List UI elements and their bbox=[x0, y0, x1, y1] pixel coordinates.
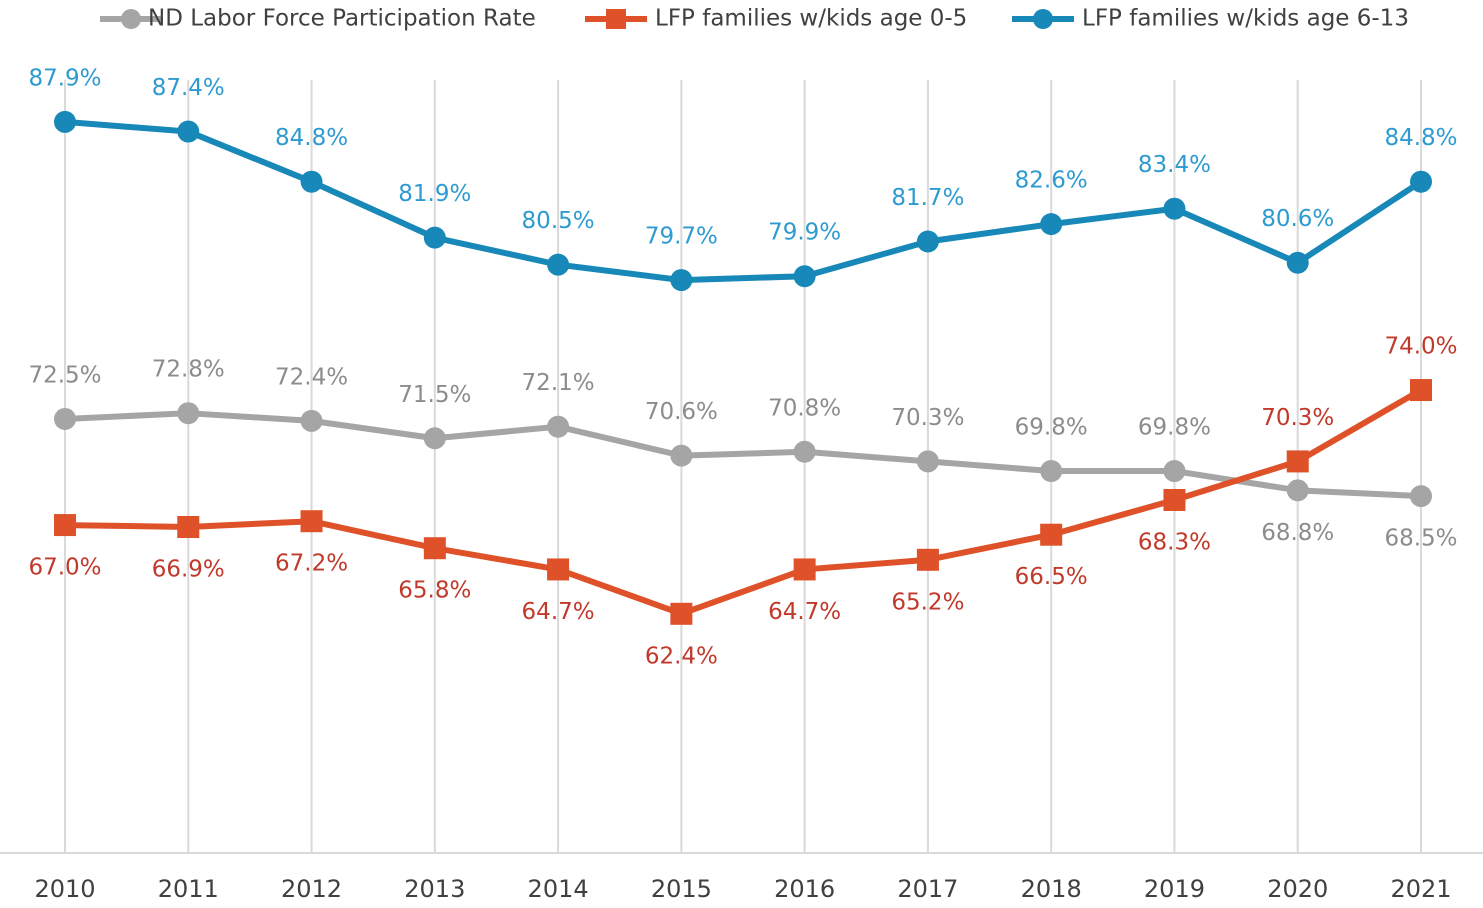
data-label: 65.8% bbox=[398, 578, 471, 604]
legend-marker bbox=[1033, 9, 1053, 29]
data-label: 74.0% bbox=[1384, 334, 1457, 360]
data-label: 68.8% bbox=[1261, 520, 1334, 546]
marker bbox=[1286, 479, 1309, 502]
data-label: 64.7% bbox=[768, 599, 841, 625]
data-label: 70.6% bbox=[645, 399, 718, 425]
data-label: 66.5% bbox=[1015, 564, 1088, 590]
marker bbox=[1040, 213, 1063, 236]
marker bbox=[793, 440, 816, 463]
data-label: 71.5% bbox=[398, 382, 471, 408]
series-line bbox=[64, 118, 1423, 284]
marker bbox=[1163, 197, 1186, 220]
x-tick-label: 2010 bbox=[34, 875, 95, 903]
marker bbox=[1286, 251, 1309, 274]
marker bbox=[54, 407, 76, 430]
x-tick-label: 2015 bbox=[651, 875, 712, 903]
marker bbox=[423, 537, 446, 560]
data-label: 62.4% bbox=[645, 643, 718, 669]
marker bbox=[177, 120, 200, 143]
marker bbox=[1410, 379, 1432, 402]
marker bbox=[916, 230, 939, 253]
data-label: 69.8% bbox=[1138, 415, 1211, 441]
x-tick-label: 2021 bbox=[1390, 875, 1451, 903]
marker bbox=[670, 444, 693, 467]
legend-label: LFP families w/kids age 0-5 bbox=[655, 6, 967, 32]
data-label: 80.6% bbox=[1261, 206, 1334, 232]
x-tick-label: 2019 bbox=[1144, 875, 1205, 903]
data-label: 87.4% bbox=[152, 75, 225, 101]
data-label: 83.4% bbox=[1138, 152, 1211, 178]
data-label: 70.8% bbox=[768, 395, 841, 421]
marker bbox=[1163, 460, 1186, 483]
data-label: 84.8% bbox=[1384, 125, 1457, 151]
marker bbox=[423, 427, 446, 450]
data-label: 67.0% bbox=[28, 555, 101, 581]
data-label: 70.3% bbox=[891, 405, 964, 431]
marker bbox=[670, 269, 693, 292]
legend-marker bbox=[606, 9, 626, 29]
marker bbox=[177, 402, 200, 425]
marker bbox=[177, 515, 200, 538]
marker bbox=[54, 110, 76, 133]
data-label: 87.9% bbox=[28, 65, 101, 91]
x-tick-label: 2018 bbox=[1021, 875, 1082, 903]
data-label: 68.5% bbox=[1384, 526, 1457, 552]
data-label: 79.7% bbox=[645, 224, 718, 250]
legend-label: ND Labor Force Participation Rate bbox=[148, 6, 536, 32]
marker bbox=[793, 558, 816, 581]
x-tick-label: 2017 bbox=[897, 875, 958, 903]
data-label: 79.9% bbox=[768, 220, 841, 246]
series-line bbox=[64, 387, 1423, 617]
data-label: 65.2% bbox=[891, 589, 964, 615]
data-label: 72.8% bbox=[152, 357, 225, 383]
data-label: 69.8% bbox=[1015, 415, 1088, 441]
series-line bbox=[64, 410, 1422, 500]
marker bbox=[547, 558, 570, 581]
marker bbox=[1040, 523, 1063, 546]
marker bbox=[423, 226, 446, 249]
data-label: 68.3% bbox=[1138, 529, 1211, 555]
marker bbox=[54, 514, 76, 537]
marker bbox=[300, 510, 323, 533]
x-tick-label: 2013 bbox=[404, 875, 465, 903]
marker bbox=[916, 548, 939, 571]
marker bbox=[916, 450, 939, 473]
x-tick-label: 2011 bbox=[158, 875, 219, 903]
data-label: 81.7% bbox=[891, 185, 964, 211]
data-label: 82.6% bbox=[1015, 168, 1088, 194]
marker bbox=[1410, 170, 1432, 193]
data-label: 80.5% bbox=[522, 208, 595, 234]
data-label: 70.3% bbox=[1261, 405, 1334, 431]
legend-label: LFP families w/kids age 6-13 bbox=[1082, 6, 1409, 32]
data-label: 67.2% bbox=[275, 551, 348, 577]
marker bbox=[547, 253, 570, 276]
x-tick-label: 2016 bbox=[774, 875, 835, 903]
data-label: 72.1% bbox=[522, 370, 595, 396]
marker bbox=[300, 409, 323, 432]
marker bbox=[547, 415, 570, 438]
marker bbox=[1163, 488, 1186, 511]
data-label: 81.9% bbox=[398, 181, 471, 207]
data-label: 66.9% bbox=[152, 556, 225, 582]
x-tick-label: 2020 bbox=[1267, 875, 1328, 903]
marker bbox=[793, 265, 816, 288]
x-tick-label: 2014 bbox=[528, 875, 589, 903]
marker bbox=[300, 170, 323, 193]
marker bbox=[1040, 460, 1063, 483]
marker bbox=[670, 602, 693, 625]
data-label: 72.4% bbox=[275, 364, 348, 390]
marker bbox=[1286, 450, 1309, 473]
data-label: 72.5% bbox=[28, 362, 101, 388]
data-label: 84.8% bbox=[275, 125, 348, 151]
data-label: 64.7% bbox=[522, 599, 595, 625]
legend-marker bbox=[121, 9, 141, 29]
x-tick-label: 2012 bbox=[281, 875, 342, 903]
marker bbox=[1410, 485, 1432, 508]
